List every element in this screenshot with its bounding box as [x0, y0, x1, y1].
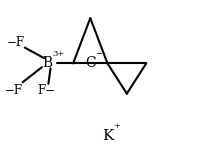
Text: K: K: [102, 129, 113, 143]
Text: B: B: [42, 56, 52, 70]
Text: 3+: 3+: [53, 50, 65, 58]
Text: F−: F−: [37, 84, 55, 97]
Text: −F: −F: [7, 36, 25, 49]
Text: −F: −F: [5, 84, 23, 97]
Text: −: −: [95, 50, 102, 58]
Text: C: C: [85, 56, 96, 70]
Text: +: +: [113, 122, 120, 130]
